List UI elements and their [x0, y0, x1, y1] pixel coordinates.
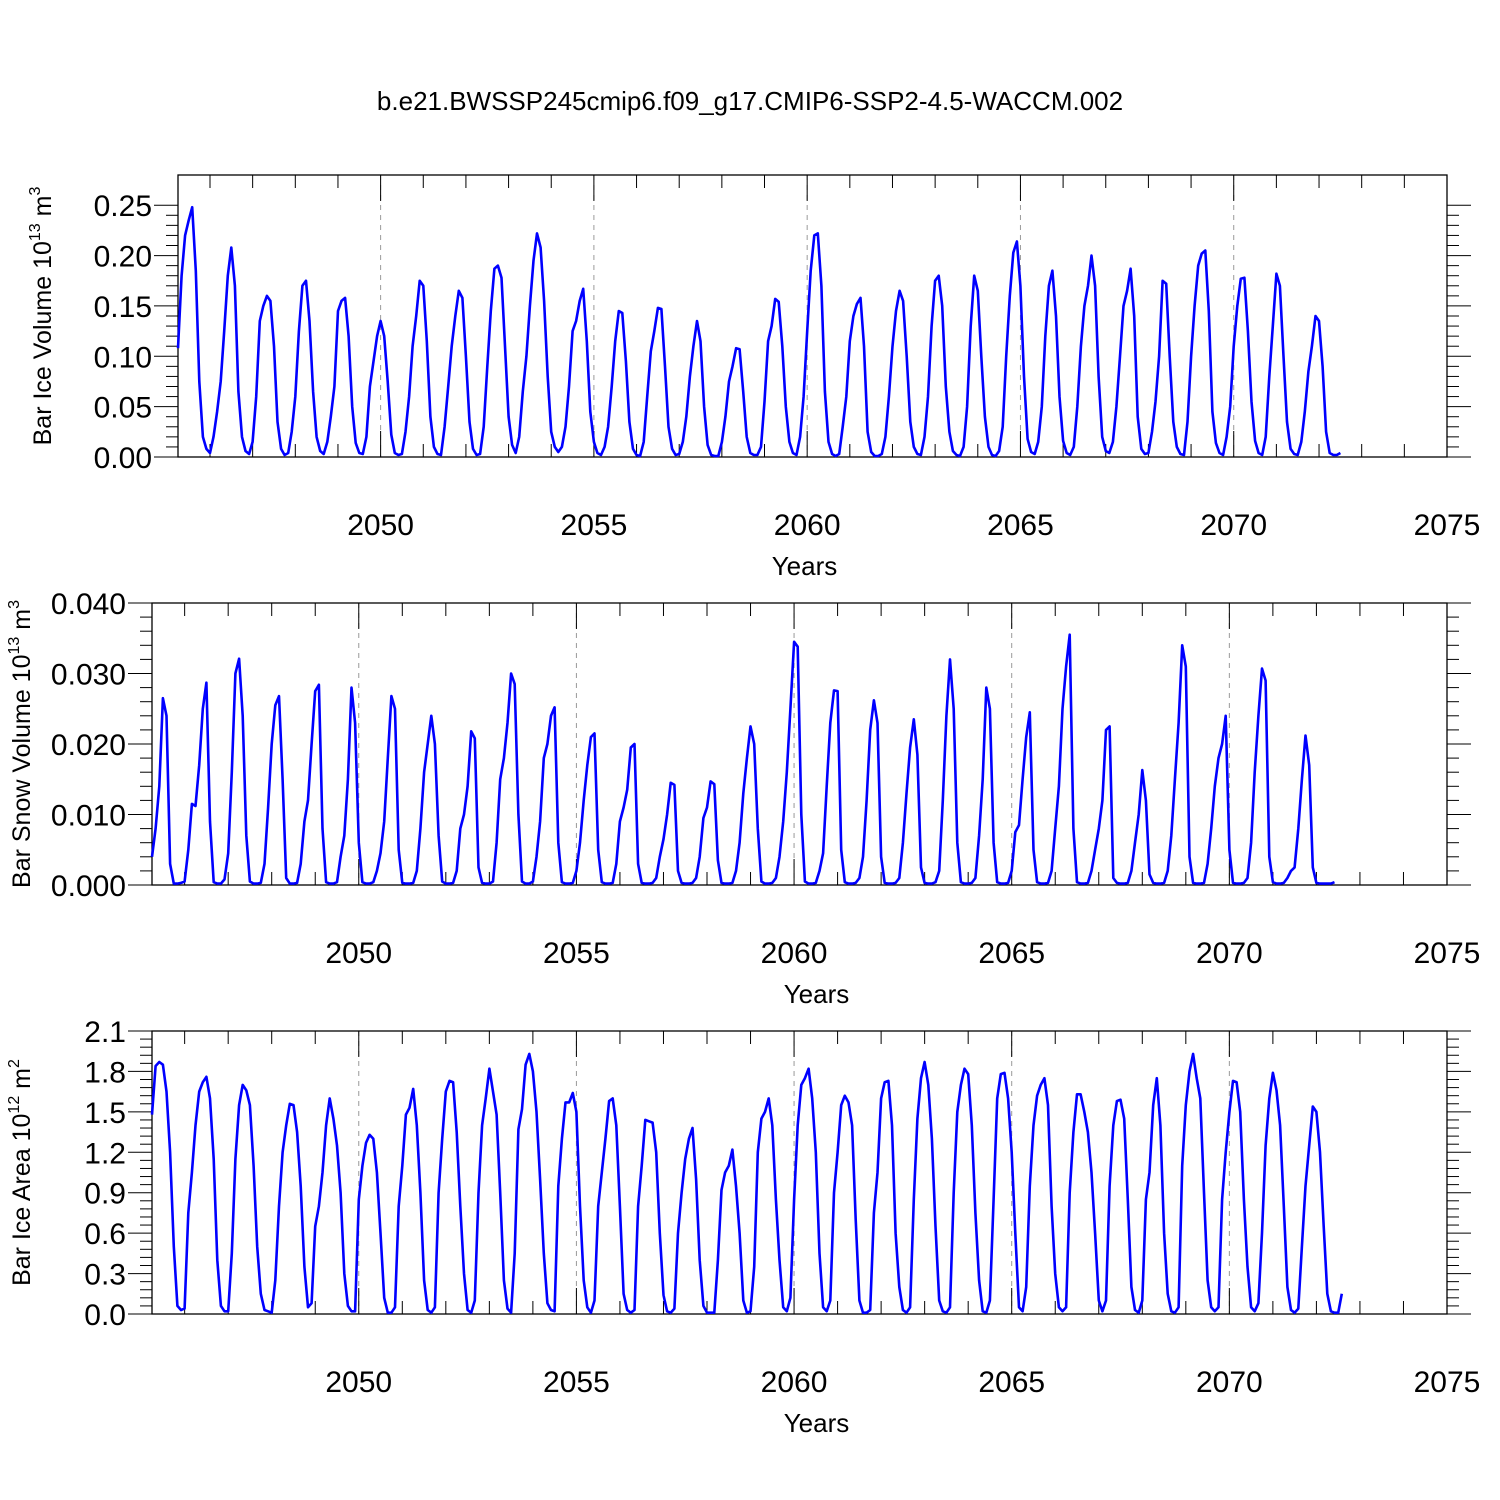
y-tick-label: 0.030 — [51, 659, 126, 692]
y-axis-label-unit: m — [8, 1068, 36, 1096]
y-axis-label-unit-exponent: 3 — [27, 187, 44, 196]
y-tick-label: 0.0 — [84, 1299, 126, 1332]
y-axis-label-text: Bar Ice Area 10 — [8, 1114, 36, 1286]
x-tick-label: 2065 — [978, 1366, 1045, 1399]
x-tick-label: 2065 — [978, 937, 1045, 970]
y-tick-label: 0.25 — [94, 190, 152, 223]
x-tick-label: 2075 — [1414, 509, 1481, 542]
figure-title: b.e21.BWSSP245cmip6.f09_g17.CMIP6-SSP2-4… — [377, 86, 1123, 116]
x-tick-label: 2050 — [325, 1366, 392, 1399]
y-axis-label-exponent: 12 — [6, 1096, 23, 1114]
panels: 2050 2055 2060 2065 2070 2075 0.00 0.05 0.10 0.15… — [6, 174, 1481, 1438]
y-axis-label-exponent: 13 — [27, 223, 44, 241]
x-axis-label: Years — [784, 1408, 850, 1438]
x-tick-label: 2060 — [761, 937, 828, 970]
x-tick-label: 2060 — [774, 509, 841, 542]
y-axis-label-text: Bar Ice Volume 10 — [29, 241, 57, 445]
y-tick-label: 1.8 — [84, 1056, 126, 1089]
y-axis-label-unit: m — [29, 196, 57, 224]
y-axis-label: Bar Snow Volume 1013 m3 — [6, 600, 36, 888]
y-tick-label: 0.3 — [84, 1259, 126, 1292]
y-tick-label: 1.5 — [84, 1097, 126, 1130]
y-axis-label-exponent: 13 — [6, 637, 23, 655]
y-tick-label: 0.020 — [51, 729, 126, 762]
plot-frame — [151, 1030, 1448, 1315]
x-tick-label: 2075 — [1414, 937, 1481, 970]
chart-panel-2: 2050 2055 2060 2065 2070 2075 0.000 0.010 0.020 0… — [6, 588, 1480, 1009]
y-axis-label-unit-exponent: 2 — [6, 1059, 23, 1068]
y-axis-label: Bar Ice Area 1012 m2 — [6, 1059, 36, 1286]
y-tick-label: 2.1 — [84, 1016, 126, 1049]
y-tick-label: 1.2 — [84, 1137, 126, 1170]
x-tick-label: 2050 — [347, 509, 414, 542]
series-line-1 — [176, 205, 1342, 458]
x-tick-label: 2065 — [987, 509, 1054, 542]
y-tick-label: 0.05 — [94, 392, 152, 425]
chart-panel-1: 2050 2055 2060 2065 2070 2075 0.00 0.05 0.10 0.15… — [27, 174, 1481, 581]
series-line-1 — [150, 633, 1335, 885]
y-tick-label: 0.20 — [94, 241, 152, 274]
y-tick-label: 0.6 — [84, 1218, 126, 1251]
y-tick-label: 0.9 — [84, 1178, 126, 1211]
y-tick-label: 0.15 — [94, 291, 152, 324]
y-tick-label: 0.000 — [51, 870, 126, 903]
y-tick-label: 0.040 — [51, 588, 126, 621]
x-tick-label: 2050 — [325, 937, 392, 970]
x-tick-label: 2075 — [1414, 1366, 1481, 1399]
series-line-1 — [150, 1052, 1344, 1314]
x-tick-label: 2055 — [543, 1366, 610, 1399]
x-axis-label: Years — [784, 979, 850, 1009]
y-axis-label-unit: m — [8, 609, 36, 637]
y-tick-label: 0.10 — [94, 341, 152, 374]
y-axis-label-unit-exponent: 3 — [6, 600, 23, 609]
y-tick-label: 0.010 — [51, 800, 126, 833]
y-axis-label-text: Bar Snow Volume 10 — [8, 655, 36, 888]
x-tick-label: 2055 — [543, 937, 610, 970]
x-axis-label: Years — [772, 551, 838, 581]
y-tick-label: 0.00 — [94, 442, 152, 475]
y-axis-label: Bar Ice Volume 1013 m3 — [27, 187, 57, 446]
x-tick-label: 2070 — [1200, 509, 1267, 542]
x-tick-label: 2060 — [761, 1366, 828, 1399]
chart-panel-3: 2050 2055 2060 2065 2070 2075 0.0 0.3 0.6 0.9 1.2 1… — [6, 1016, 1480, 1438]
x-tick-label: 2055 — [561, 509, 628, 542]
x-tick-label: 2070 — [1196, 1366, 1263, 1399]
x-tick-label: 2070 — [1196, 937, 1263, 970]
